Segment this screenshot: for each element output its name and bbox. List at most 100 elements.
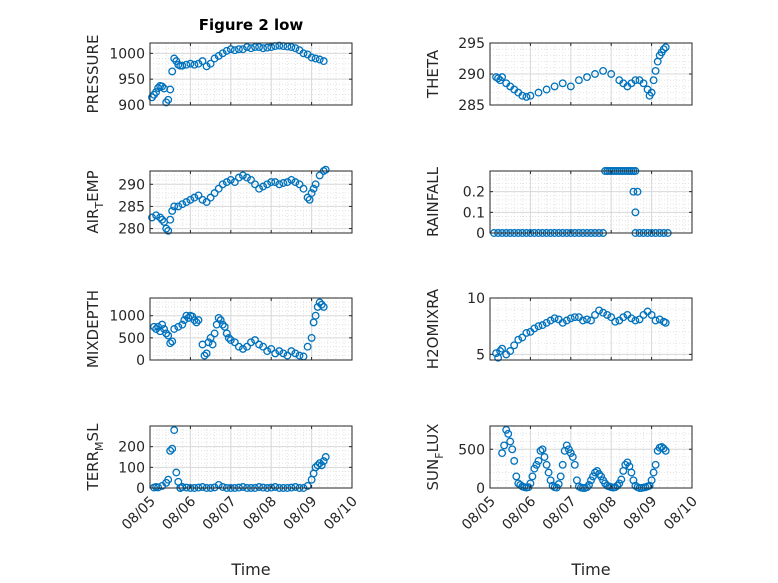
data-point (226, 175, 235, 184)
data-point (635, 315, 644, 324)
y-tick-label: 5 (476, 347, 485, 363)
data-point (319, 57, 328, 66)
subplot-1: 900 950 1000 PRESSURE (84, 35, 353, 114)
data-point (587, 476, 595, 485)
x-tick-label: 08/08 (580, 494, 620, 534)
axes-box (489, 425, 693, 489)
data-point (243, 173, 251, 182)
x-tick-label: 08/09 (621, 494, 661, 534)
data-point (271, 483, 280, 491)
x-tick-label: 08/06 (499, 493, 539, 533)
y-axis-label: RAINFALL (424, 166, 442, 237)
x-tick-label: 08/10 (321, 494, 361, 534)
data-point (659, 45, 668, 54)
data-point (222, 178, 231, 187)
data-point (494, 74, 503, 83)
data-point (554, 480, 563, 489)
y-tick-label: 950 (118, 72, 145, 88)
data-point (607, 313, 616, 322)
data-point (174, 202, 183, 211)
data-point (194, 316, 203, 325)
data-point (198, 195, 207, 204)
data-point (627, 468, 636, 477)
data-point (617, 475, 626, 484)
data-point (226, 336, 235, 345)
data-point (303, 193, 312, 202)
data-point (599, 66, 608, 75)
data-point (202, 198, 211, 206)
data-point (247, 44, 255, 53)
data-point (500, 441, 509, 450)
axes-box (149, 425, 353, 489)
subplot-8: 08/05 08/06 08/07 08/08 08/09 08/10 0 500 SUNFLU… (424, 424, 701, 579)
data-point (182, 198, 191, 206)
data-point (156, 213, 165, 222)
data-point (291, 44, 300, 53)
data-point (595, 470, 604, 479)
data-point (512, 472, 521, 481)
data-point (251, 43, 259, 52)
data-point (651, 460, 660, 469)
data-point (291, 483, 300, 491)
axes-box (489, 297, 693, 361)
data-point (502, 425, 511, 434)
y-tick-label: 0.2 (463, 185, 485, 201)
y-tick-label: 10 (467, 291, 485, 307)
data-point (214, 313, 223, 322)
data-point (164, 226, 173, 235)
data-point (570, 313, 579, 322)
data-point (498, 449, 507, 458)
data-point (623, 458, 632, 467)
data-point (275, 180, 284, 189)
data-point (587, 316, 595, 325)
data-point (259, 182, 268, 191)
data-point (534, 456, 543, 465)
data-point (150, 322, 158, 331)
data-point (178, 200, 187, 209)
x-tick-label: 08/06 (159, 493, 199, 533)
y-axis-label: SUNFLUX (424, 424, 446, 491)
data-point (321, 453, 330, 461)
data-point (317, 461, 326, 470)
data-point (526, 91, 535, 100)
data-point (194, 191, 203, 200)
data-point (307, 53, 316, 62)
data-point (309, 184, 318, 193)
data-point (566, 82, 575, 91)
data-point (247, 175, 255, 184)
data-point (210, 329, 219, 338)
data-point (562, 316, 571, 325)
data-point (631, 76, 640, 85)
data-point (311, 311, 320, 320)
data-point (267, 178, 276, 187)
x-axis-label: Time (570, 560, 610, 579)
data-point (174, 322, 183, 331)
data-point (558, 318, 567, 327)
data-point (251, 180, 259, 189)
data-point (619, 313, 628, 322)
x-tick-label: 08/07 (540, 494, 580, 534)
data-point (238, 45, 247, 54)
data-point (524, 483, 533, 492)
figure-title: Figure 2 low (199, 16, 304, 34)
data-point (514, 335, 523, 344)
axes-box (489, 170, 693, 234)
data-point (182, 60, 191, 69)
data-point (168, 67, 177, 76)
x-axis-label: Time (230, 560, 270, 579)
data-point (538, 321, 547, 330)
data-point (510, 341, 519, 350)
data-point (204, 338, 213, 347)
data-point (275, 41, 284, 50)
data-point (243, 342, 251, 351)
y-axis-label: PRESSURE (84, 35, 102, 114)
data-point (164, 331, 173, 340)
data-point (530, 464, 539, 473)
data-point (315, 298, 324, 307)
data-point (651, 316, 660, 325)
data-point (542, 460, 551, 469)
y-tick-label: 1000 (109, 46, 145, 62)
data-point (206, 59, 215, 68)
data-point (170, 426, 179, 435)
data-point (498, 73, 507, 82)
